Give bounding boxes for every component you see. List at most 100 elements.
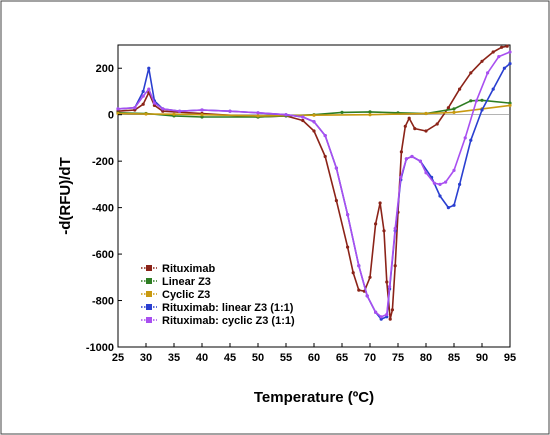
data-point [452,110,456,114]
data-point [133,108,137,112]
data-point [508,103,512,107]
data-point [393,226,397,231]
data-point [497,55,501,59]
x-tick-label: 35 [168,352,180,364]
data-point [508,50,512,54]
legend-swatch-marker [146,291,152,297]
data-point [256,111,260,115]
data-point [407,116,411,120]
legend-label: Linear Z3 [162,276,211,288]
data-point [374,222,378,226]
x-tick-label: 50 [252,352,264,364]
y-tick-label: -400 [92,203,114,215]
data-point [452,107,456,111]
legend-swatch-marker [146,265,152,271]
data-point [410,154,414,159]
y-axis-title: -d(RFU)/dT [57,157,74,234]
data-point [357,288,361,292]
data-point [469,138,473,142]
data-point [469,99,473,103]
x-tick-label: 30 [140,352,152,364]
data-point [424,171,428,175]
data-point [141,94,145,98]
legend-label: Rituximab [162,263,215,275]
data-point [469,71,473,75]
data-point [399,150,403,154]
legend-label: Cyclic Z3 [162,289,210,301]
data-point [418,159,422,163]
data-point [458,182,462,186]
legend-item: Cyclic Z3 [141,289,210,301]
legend-label: Rituximab: linear Z3 (1:1) [162,302,294,314]
data-point [116,107,120,111]
data-point [480,108,484,112]
data-point [378,201,382,205]
data-point [463,136,467,140]
series-3 [116,103,512,118]
data-point [323,154,327,159]
x-tick-label: 45 [224,352,236,364]
data-point [486,71,490,75]
x-tick-label: 40 [196,352,208,364]
data-point [284,113,288,117]
x-tick-label: 25 [112,352,124,364]
data-point [379,315,383,319]
data-point [351,271,355,275]
x-tick-label: 70 [364,352,376,364]
y-tick-label: -200 [92,156,114,168]
data-point [438,182,442,186]
data-point [393,264,397,268]
y-tick-label: 0 [108,110,114,122]
data-point [334,199,338,203]
x-tick-label: 75 [392,352,404,364]
data-point [385,312,389,317]
data-point [147,87,151,91]
y-tick-label: -800 [92,296,114,308]
x-tick-label: 90 [476,352,488,364]
x-tick-label: 95 [504,352,516,364]
data-point [480,59,484,63]
x-tick-label: 55 [280,352,292,364]
data-point [368,275,372,279]
data-point [357,264,361,268]
data-point [172,112,176,116]
data-point [480,98,484,102]
data-point [491,50,495,54]
data-point [491,87,495,91]
data-point [228,109,232,113]
data-point [141,89,145,94]
data-point [301,115,305,119]
data-point [382,229,386,233]
data-point [200,113,204,117]
data-point [374,310,378,314]
x-tick-label: 80 [420,352,432,364]
legend-swatch-marker [146,317,152,323]
legend-item: Rituximab: cyclic Z3 (1:1) [141,315,295,327]
data-point [301,118,305,123]
data-point [508,62,512,66]
data-point [424,111,428,116]
y-tick-label: -1000 [86,342,114,354]
data-point [346,213,350,217]
data-point [438,194,442,198]
data-point [385,315,389,319]
data-point [379,317,383,321]
data-point [403,124,407,128]
data-point [141,102,145,106]
legend-label: Rituximab: cyclic Z3 (1:1) [162,315,295,327]
data-point [452,168,456,172]
x-tick-label: 85 [448,352,460,364]
data-point [340,110,344,114]
data-point [385,280,389,284]
legend-swatch-marker [146,304,152,310]
data-point [368,113,372,117]
data-point [424,129,428,133]
y-tick-label: 200 [96,63,114,75]
data-point [444,180,448,184]
data-point [200,115,204,119]
series-5 [116,50,512,319]
data-point [312,113,316,117]
